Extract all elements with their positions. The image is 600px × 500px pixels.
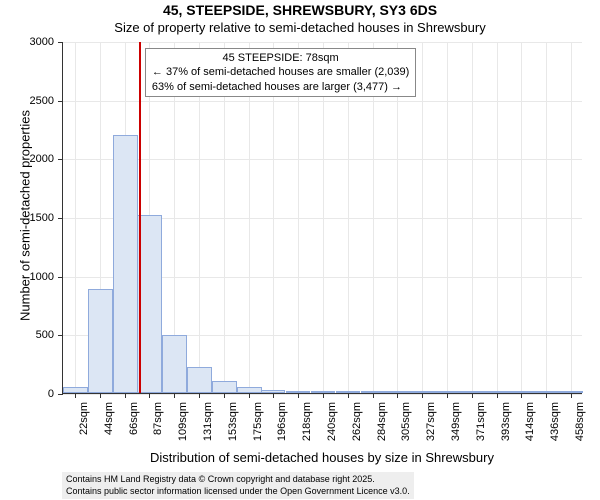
ytick-label: 0 [0,388,54,400]
histogram-bar [286,391,311,393]
gridline-v [472,42,473,393]
ytick-label: 1000 [0,271,54,283]
histogram-bar [162,335,187,393]
xtick-label: 175sqm [252,402,264,441]
xtick-mark [249,393,250,398]
xtick-mark [224,393,225,398]
histogram-bar [212,381,237,393]
xtick-label: 109sqm [177,402,189,441]
xtick-label: 44sqm [103,402,115,435]
xtick-label: 262sqm [351,402,363,441]
xtick-mark [174,393,175,398]
xtick-mark [546,393,547,398]
xtick-label: 131sqm [202,402,214,441]
xtick-mark [149,393,150,398]
histogram-bar [311,391,336,393]
histogram-bar [63,387,88,393]
xtick-label: 196sqm [276,402,288,441]
ytick-mark [58,218,63,219]
histogram-bar [113,135,138,393]
ytick-label: 1500 [0,212,54,224]
license-line1: Contains HM Land Registry data © Crown c… [66,474,410,486]
histogram-bar [361,391,386,393]
xtick-mark [273,393,274,398]
ytick-label: 2500 [0,95,54,107]
gridline-v [571,42,572,393]
xtick-label: 153sqm [227,402,239,441]
gridline-v [75,42,76,393]
histogram-chart: 45, STEEPSIDE, SHREWSBURY, SY3 6DS Size … [0,0,600,500]
ytick-mark [58,335,63,336]
histogram-bar [459,391,484,393]
xtick-label: 66sqm [128,402,140,435]
histogram-bar [558,391,583,393]
histogram-bar [237,387,262,393]
xtick-mark [472,393,473,398]
xtick-mark [298,393,299,398]
histogram-bar [533,391,558,393]
xtick-mark [497,393,498,398]
xtick-label: 393sqm [500,402,512,441]
xtick-label: 87sqm [152,402,164,435]
histogram-bar [434,391,459,393]
ytick-label: 500 [0,329,54,341]
ytick-mark [58,42,63,43]
chart-title: 45, STEEPSIDE, SHREWSBURY, SY3 6DS [0,2,600,18]
annotation-box: 45 STEEPSIDE: 78sqm← 37% of semi-detache… [145,48,416,97]
xtick-label: 327sqm [425,402,437,441]
xtick-mark [447,393,448,398]
xtick-mark [571,393,572,398]
histogram-bar [484,391,509,393]
xtick-label: 22sqm [78,402,90,435]
gridline-v [447,42,448,393]
xtick-label: 371sqm [475,402,487,441]
ytick-mark [58,159,63,160]
xtick-mark [125,393,126,398]
ytick-label: 3000 [0,36,54,48]
histogram-bar [384,391,409,393]
xtick-label: 240sqm [326,402,338,441]
ytick-mark [58,277,63,278]
annotation-line3: 63% of semi-detached houses are larger (… [152,80,409,94]
ytick-mark [58,394,63,395]
histogram-bar [261,390,286,393]
license-text: Contains HM Land Registry data © Crown c… [62,472,414,499]
xtick-mark [422,393,423,398]
title-line1: 45, STEEPSIDE, SHREWSBURY, SY3 6DS [163,2,437,18]
histogram-bar [409,391,434,393]
xtick-label: 305sqm [400,402,412,441]
license-line2: Contains public sector information licen… [66,486,410,498]
xtick-mark [75,393,76,398]
xtick-mark [397,393,398,398]
xtick-mark [348,393,349,398]
gridline-v [521,42,522,393]
xtick-label: 458sqm [574,402,586,441]
gridline-v [497,42,498,393]
gridline-v [422,42,423,393]
xtick-label: 349sqm [450,402,462,441]
chart-subtitle: Size of property relative to semi-detach… [0,20,600,35]
xtick-mark [521,393,522,398]
histogram-bar [88,289,113,393]
annotation-line1: 45 STEEPSIDE: 78sqm [152,51,409,65]
xtick-label: 218sqm [301,402,313,441]
xtick-mark [373,393,374,398]
xtick-label: 284sqm [376,402,388,441]
title-line2: Size of property relative to semi-detach… [114,20,485,35]
xtick-mark [323,393,324,398]
xtick-label: 414sqm [524,402,536,441]
annotation-line2: ← 37% of semi-detached houses are smalle… [152,65,409,79]
marker-line [139,42,141,393]
histogram-bar [336,391,361,393]
xtick-label: 436sqm [549,402,561,441]
histogram-bar [508,391,533,393]
plot-area: 45 STEEPSIDE: 78sqm← 37% of semi-detache… [62,42,582,394]
ytick-mark [58,101,63,102]
gridline-v [546,42,547,393]
x-axis-label: Distribution of semi-detached houses by … [62,450,582,465]
xtick-mark [100,393,101,398]
histogram-bar [187,367,212,393]
ytick-label: 2000 [0,153,54,165]
xtick-mark [199,393,200,398]
